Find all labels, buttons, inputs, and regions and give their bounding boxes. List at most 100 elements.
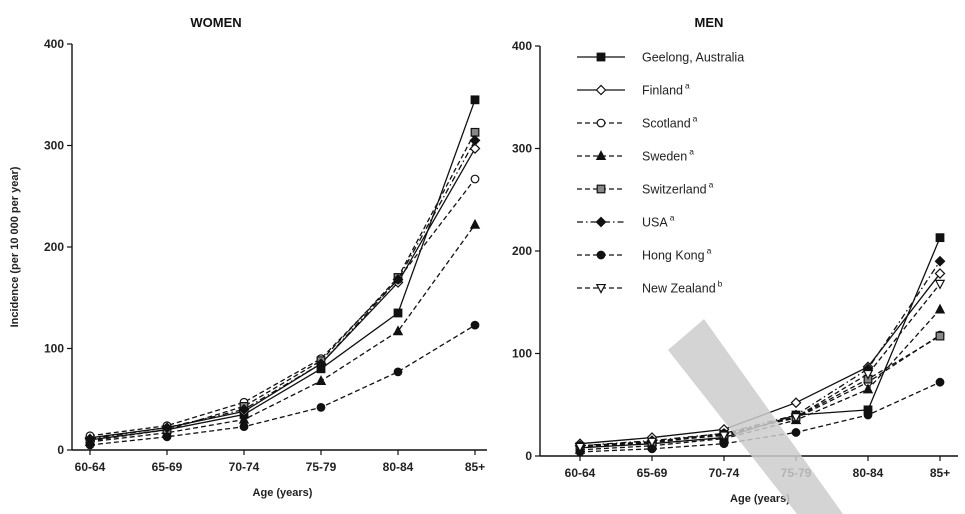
legend-label: USA a	[642, 213, 675, 230]
women-series-sweden	[84, 218, 481, 446]
legend-marker	[595, 283, 607, 294]
men-point-usa	[934, 255, 946, 267]
men-x-tick-label: 70-74	[709, 466, 740, 480]
men-y-tick-label: 300	[512, 142, 532, 156]
legend-item-finland: Finland a	[577, 81, 690, 98]
women-point-sweden	[315, 375, 327, 385]
women-point-sweden	[392, 325, 404, 336]
legend-label: Finland a	[642, 81, 690, 98]
legend-item-scotland: Scotland a	[577, 114, 698, 131]
legend-marker	[596, 184, 606, 194]
women-point-hong-kong	[162, 432, 172, 442]
men-point-finland	[790, 397, 802, 409]
men-x-tick-label: 60-64	[565, 466, 596, 480]
women-series-hong-kong	[85, 320, 480, 450]
men-line-new-zealand	[579, 283, 941, 448]
legend-item-sweden: Sweden a	[577, 147, 694, 164]
legend-item-geelong-australia: Geelong, Australia	[577, 51, 744, 65]
women-series-finland	[84, 143, 481, 444]
women-point-finland	[469, 143, 481, 154]
women-point-hong-kong	[393, 367, 403, 377]
men-y-tick-label: 200	[512, 244, 532, 258]
women-y-tick-label: 300	[44, 139, 64, 153]
legend-label: Switzerland a	[642, 180, 714, 197]
women-x-tick-label: 75-79	[306, 460, 337, 474]
legend-label-superscript: a	[693, 114, 698, 124]
men-point-hong-kong	[791, 428, 801, 437]
women-series-geelong-australia	[85, 95, 480, 445]
women-line-sweden	[89, 224, 476, 443]
women-point-hong-kong	[239, 422, 249, 432]
panel-women: WOMEN 0 100 200 300 400 60-64 65-69 70-74 75-79 80…	[9, 15, 487, 499]
women-point-scotland	[470, 174, 480, 184]
legend-label-superscript: a	[707, 246, 712, 256]
women-point-usa	[161, 422, 173, 434]
legend-label: Geelong, Australia	[642, 51, 744, 65]
men-x-tick-label: 80-84	[853, 466, 884, 480]
women-y-tick-label: 400	[44, 37, 64, 51]
panel-men: MEN010020030040060-6465-6970-7475-7980-8…	[512, 15, 958, 505]
legend-marker	[595, 84, 607, 96]
women-y-axis-label: Incidence (per 10 000 per year)	[9, 166, 21, 327]
women-line-scotland	[89, 178, 476, 437]
women-line-usa	[89, 140, 476, 440]
women-y-tick-label: 0	[57, 443, 64, 457]
legend-marker	[596, 250, 606, 260]
men-x-tick-label: 85+	[930, 466, 950, 480]
legend-item-usa: USA a	[577, 213, 675, 230]
women-series-usa	[84, 135, 481, 445]
women-point-usa	[238, 403, 250, 415]
legend-label-superscript: a	[689, 147, 694, 157]
men-line-usa	[579, 260, 941, 447]
men-point-sweden	[862, 383, 874, 394]
men-point-new-zealand	[862, 369, 874, 380]
legend-item-new-zealand: New Zealand b	[577, 279, 723, 296]
men-point-hong-kong	[863, 410, 873, 420]
women-x-axis-label: Age (years)	[253, 487, 313, 499]
men-point-sweden	[934, 303, 946, 314]
men-x-tick-label: 65-69	[637, 466, 668, 480]
women-point-geelong-australia	[393, 308, 403, 318]
women-x-tick-label: 60-64	[75, 460, 106, 474]
legend-item-hong-kong: Hong Kong a	[577, 246, 712, 263]
women-title: WOMEN	[190, 15, 241, 30]
women-line-geelong-australia	[89, 99, 476, 441]
women-y-tick-label: 100	[44, 342, 64, 356]
legend-label: Hong Kong a	[642, 246, 712, 263]
women-point-usa	[392, 274, 404, 285]
men-point-new-zealand	[934, 279, 946, 290]
men-y-tick-label: 400	[512, 39, 532, 53]
men-point-finland	[934, 268, 946, 279]
legend-label: New Zealand b	[642, 279, 723, 296]
women-point-hong-kong	[470, 320, 480, 330]
legend-label: Sweden a	[642, 147, 694, 164]
men-point-new-zealand	[646, 437, 658, 448]
men-line-switzerland	[579, 335, 941, 448]
women-point-switzerland	[470, 127, 480, 137]
legend-label-superscript: b	[718, 279, 723, 289]
women-y-tick-label: 200	[44, 240, 64, 254]
women-line-finland	[89, 148, 476, 439]
legend-label-superscript: a	[709, 180, 714, 190]
legend-item-switzerland: Switzerland a	[577, 180, 714, 197]
women-line-hong-kong	[89, 324, 476, 446]
legend-label-superscript: a	[670, 213, 675, 223]
legend-label: Scotland a	[642, 114, 698, 131]
women-line-switzerland	[89, 132, 476, 442]
women-point-hong-kong	[85, 440, 95, 450]
men-point-geelong-australia	[935, 233, 945, 243]
men-point-hong-kong	[935, 377, 945, 387]
legend-marker	[596, 118, 606, 128]
legend-marker	[596, 52, 606, 62]
men-line-sweden	[579, 308, 941, 451]
men-y-tick-label: 0	[525, 449, 532, 463]
women-point-geelong-australia	[470, 95, 480, 105]
legend: Geelong, Australia Finland a Scotland a Swede…	[577, 51, 744, 296]
men-point-switzerland	[935, 331, 945, 341]
men-point-new-zealand	[790, 413, 802, 423]
women-point-sweden	[469, 218, 481, 229]
diagonal-overlay-band	[668, 319, 843, 514]
men-title: MEN	[695, 15, 724, 30]
women-point-usa	[469, 135, 481, 146]
